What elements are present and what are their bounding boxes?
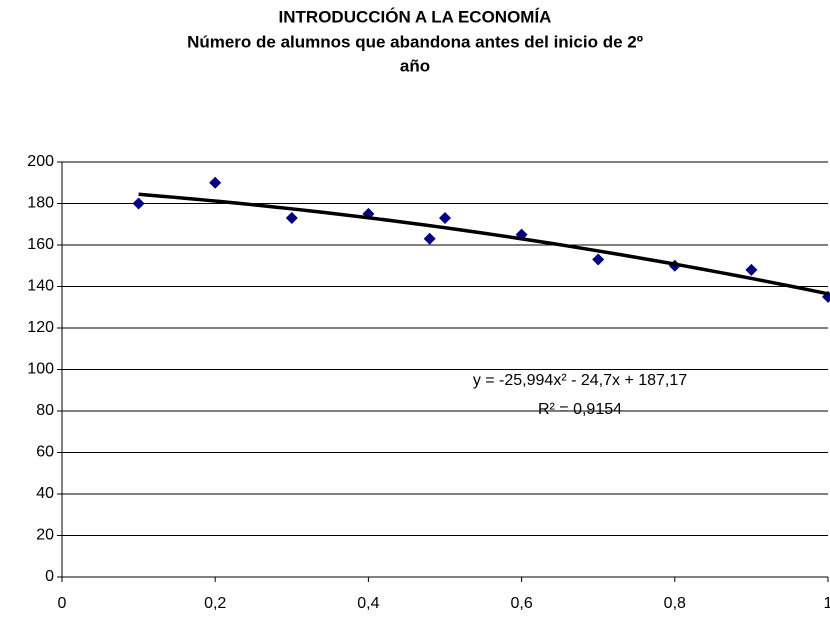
y-tick-label: 60 xyxy=(36,444,54,461)
trendline-r-squared: R² = 0,9154 xyxy=(538,401,622,418)
y-tick-label: 80 xyxy=(36,402,54,419)
y-tick-label: 120 xyxy=(27,319,54,336)
data-point xyxy=(592,253,605,266)
chart-subtitle: año xyxy=(400,56,430,75)
x-tick-label: 0,4 xyxy=(357,595,379,612)
x-tick-label: 1 xyxy=(824,595,830,612)
data-point xyxy=(439,212,451,225)
x-tick-label: 0,2 xyxy=(204,595,226,612)
y-tick-label: 200 xyxy=(27,153,54,170)
x-tick-label: 0 xyxy=(58,595,67,612)
data-point xyxy=(132,197,145,210)
y-tick-label: 100 xyxy=(27,361,54,378)
data-point xyxy=(209,176,222,189)
data-point xyxy=(285,212,298,225)
x-tick-label: 0,6 xyxy=(510,595,532,612)
data-point xyxy=(423,232,436,245)
y-tick-label: 180 xyxy=(27,195,54,212)
chart-title: INTRODUCCIÓN A LA ECONOMÍA xyxy=(279,7,552,26)
y-tick-label: 160 xyxy=(27,236,54,253)
data-point xyxy=(822,290,830,303)
y-tick-label: 20 xyxy=(36,527,54,544)
trendline xyxy=(138,192,829,296)
y-tick-label: 0 xyxy=(45,568,54,585)
x-tick-label: 0,8 xyxy=(664,595,686,612)
y-tick-label: 140 xyxy=(27,278,54,295)
trendline-equation: y = -25,994x² - 24,7x + 187,17 xyxy=(473,372,687,389)
chart-subtitle: Número de alumnos que abandona antes del… xyxy=(187,32,643,51)
data-point xyxy=(745,263,758,276)
y-tick-label: 40 xyxy=(36,485,54,502)
